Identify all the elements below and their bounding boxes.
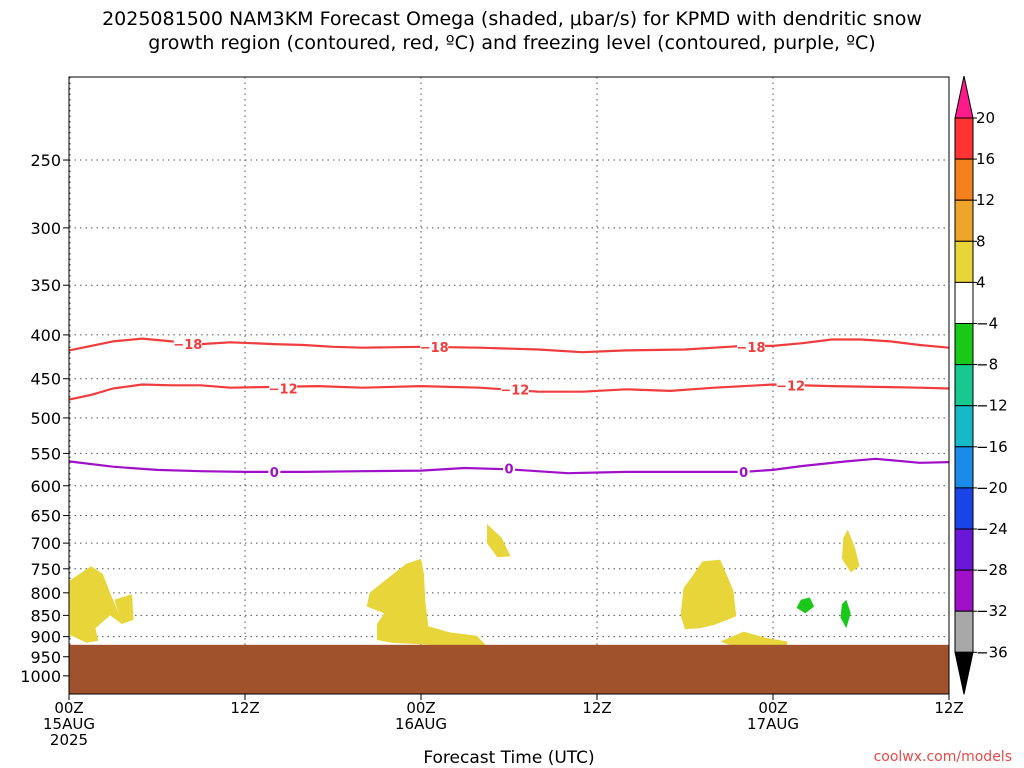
y-tick-label-350: 350 [30, 276, 61, 295]
contour-label-bg-0-1 [503, 461, 515, 476]
contour-label--12-0: −12 [269, 383, 298, 398]
colorbar-segment-4 [954, 240, 974, 283]
x-tick-label-5-1: 12Z [934, 699, 963, 717]
contour-label-bg--18-1 [420, 339, 449, 354]
colorbar-label-6: −8 [976, 356, 998, 374]
colorbar-label-5: −4 [976, 315, 998, 333]
shaded-region-omega-pos-2 [366, 558, 486, 647]
y-tick-label-700: 700 [30, 534, 61, 553]
contour-label-bg--12-1 [500, 382, 529, 397]
x-tick-label-4-2: 17AUG [747, 715, 799, 733]
colorbar-label-1: 16 [976, 150, 995, 168]
colorbar-segment-12 [954, 569, 974, 612]
y-tick-label-550: 550 [30, 444, 61, 463]
colorbar-label-3: 8 [976, 232, 986, 250]
colorbar-segment-6 [954, 323, 974, 366]
contour-line-0 [68, 457, 950, 475]
colorbar-segment-8 [954, 405, 974, 448]
contour-label--12-1: −12 [500, 383, 529, 398]
y-axis: 250 300 350 400 450 500 550 600 650 700 750 800 850 9… [20, 151, 69, 686]
contour-label-bg--18-0 [173, 337, 202, 352]
shaded-region-omega-pos-5 [720, 631, 788, 647]
x-tick-label-1-1: 12Z [230, 699, 259, 717]
contour-label-bg--18-2 [737, 339, 765, 354]
y-tick-label-450: 450 [30, 370, 61, 389]
contour-label-bg-0-2 [737, 464, 750, 479]
contour-label--18-1: −18 [420, 341, 449, 356]
colorbar-label-13: −36 [976, 643, 1008, 661]
chart-title-line-2: growth region (contoured, red, ºC) and f… [148, 32, 876, 54]
colorbar-label-0: 20 [976, 109, 995, 127]
x-tick-label-2-2: 16AUG [395, 715, 447, 733]
colorbar-label-9: −20 [976, 479, 1008, 497]
colorbar-label-2: 12 [976, 191, 995, 209]
colorbar-label-10: −24 [976, 520, 1008, 538]
x-tick-label-4-1: 00Z [758, 699, 787, 717]
y-tick-label-1000: 1000 [20, 667, 61, 686]
y-tick-label-250: 250 [30, 151, 61, 170]
ground-fill [69, 644, 949, 694]
contour-label-bg-0-0 [268, 464, 281, 479]
shaded-region-omega-neg-1 [796, 597, 815, 614]
colorbar: 20 16 12 8 4 −4 −8 −12 −16 −20 −24 −28 −32 −36 [954, 75, 1008, 695]
contour-label-bg--12-0 [269, 381, 298, 396]
colorbar-segment-7 [954, 364, 974, 407]
colorbar-label-4: 4 [976, 273, 986, 291]
contour-label-0-2: 0 [739, 466, 748, 481]
shaded-region-omega-neg-2 [840, 599, 851, 629]
footer-credit: coolwx.com/models [874, 749, 1012, 765]
x-tick-label-0-3: 2025 [50, 731, 88, 749]
y-tick-label-750: 750 [30, 560, 61, 579]
contours-layer: −18 −18 −18 −12 −12 −12 0 0 0 [68, 337, 950, 481]
colorbar-segment-11 [954, 528, 974, 571]
y-tick-label-500: 500 [30, 409, 61, 428]
colorbar-label-11: −28 [976, 561, 1008, 579]
shaded-region-omega-pos-6 [841, 529, 860, 573]
y-tick-label-800: 800 [30, 584, 61, 603]
contour-label-0-0: 0 [270, 466, 279, 481]
y-tick-label-300: 300 [30, 219, 61, 238]
chart-title-line-1: 2025081500 NAM3KM Forecast Omega (shaded… [102, 8, 922, 30]
x-axis-title: Forecast Time (UTC) [423, 748, 594, 768]
y-tick-label-900: 900 [30, 628, 61, 647]
x-tick-label-3-1: 12Z [582, 699, 611, 717]
shaded-region-omega-pos-1 [69, 566, 134, 643]
colorbar-segment-5 [954, 281, 974, 324]
colorbar-arrow-bottom [954, 651, 974, 695]
x-tick-label-0-1: 00Z [54, 699, 83, 717]
shaded-region-omega-pos-4 [680, 559, 737, 630]
colorbar-segment-1 [954, 117, 974, 160]
colorbar-segment-10 [954, 487, 974, 530]
contour-label-bg--12-2 [776, 378, 805, 393]
colorbar-segment-3 [954, 199, 974, 242]
contour-label--12-2: −12 [776, 379, 805, 394]
colorbar-segment-13 [954, 610, 974, 653]
x-tick-label-2-1: 00Z [406, 699, 435, 717]
contour-label-0-1: 0 [504, 463, 513, 478]
x-tick-label-0-2: 15AUG [43, 715, 95, 733]
shaded-regions-layer [69, 524, 860, 647]
y-tick-label-650: 650 [30, 507, 61, 526]
y-tick-label-850: 850 [30, 606, 61, 625]
colorbar-label-12: −32 [976, 602, 1008, 620]
y-tick-label-600: 600 [30, 477, 61, 496]
colorbar-label-7: −12 [976, 397, 1008, 415]
plot-frame [68, 76, 950, 695]
colorbar-segment-2 [954, 158, 974, 201]
colorbar-segment-9 [954, 446, 974, 489]
y-tick-label-950: 950 [30, 648, 61, 667]
contour-label--18-0: −18 [173, 338, 202, 353]
y-tick-label-400: 400 [30, 326, 61, 345]
colorbar-label-8: −16 [976, 438, 1008, 456]
shaded-region-omega-pos-3 [487, 524, 511, 558]
contour-label--18-2: −18 [737, 341, 766, 356]
colorbar-arrow-top [954, 75, 974, 119]
